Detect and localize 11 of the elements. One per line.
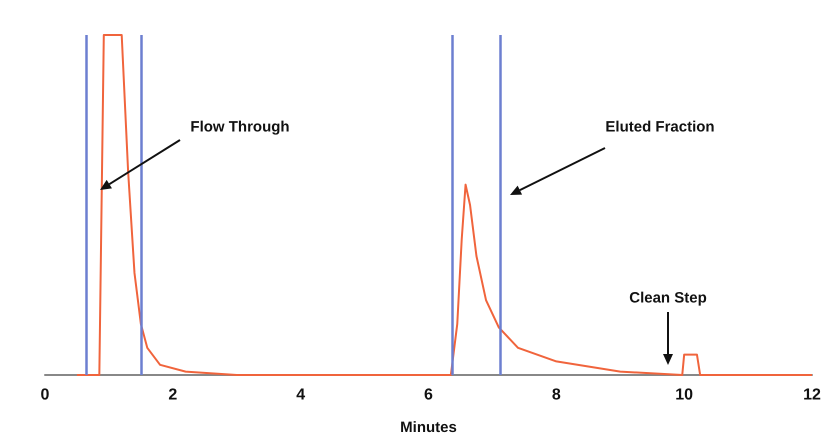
x-tick-label: 0	[40, 386, 50, 404]
annotation: Clean Step	[629, 290, 707, 306]
x-tick-label: 2	[168, 386, 178, 404]
x-tick-label: 4	[296, 386, 306, 404]
annotation: Eluted Fraction	[605, 118, 715, 136]
x-tick-label: 8	[552, 386, 561, 404]
x-tick-label: 6	[424, 386, 434, 404]
x-axis-title: Minutes	[400, 419, 457, 436]
x-tick-label: 12	[803, 386, 821, 404]
x-tick-label: 10	[675, 386, 694, 404]
annotation: Flow Through	[190, 118, 290, 136]
